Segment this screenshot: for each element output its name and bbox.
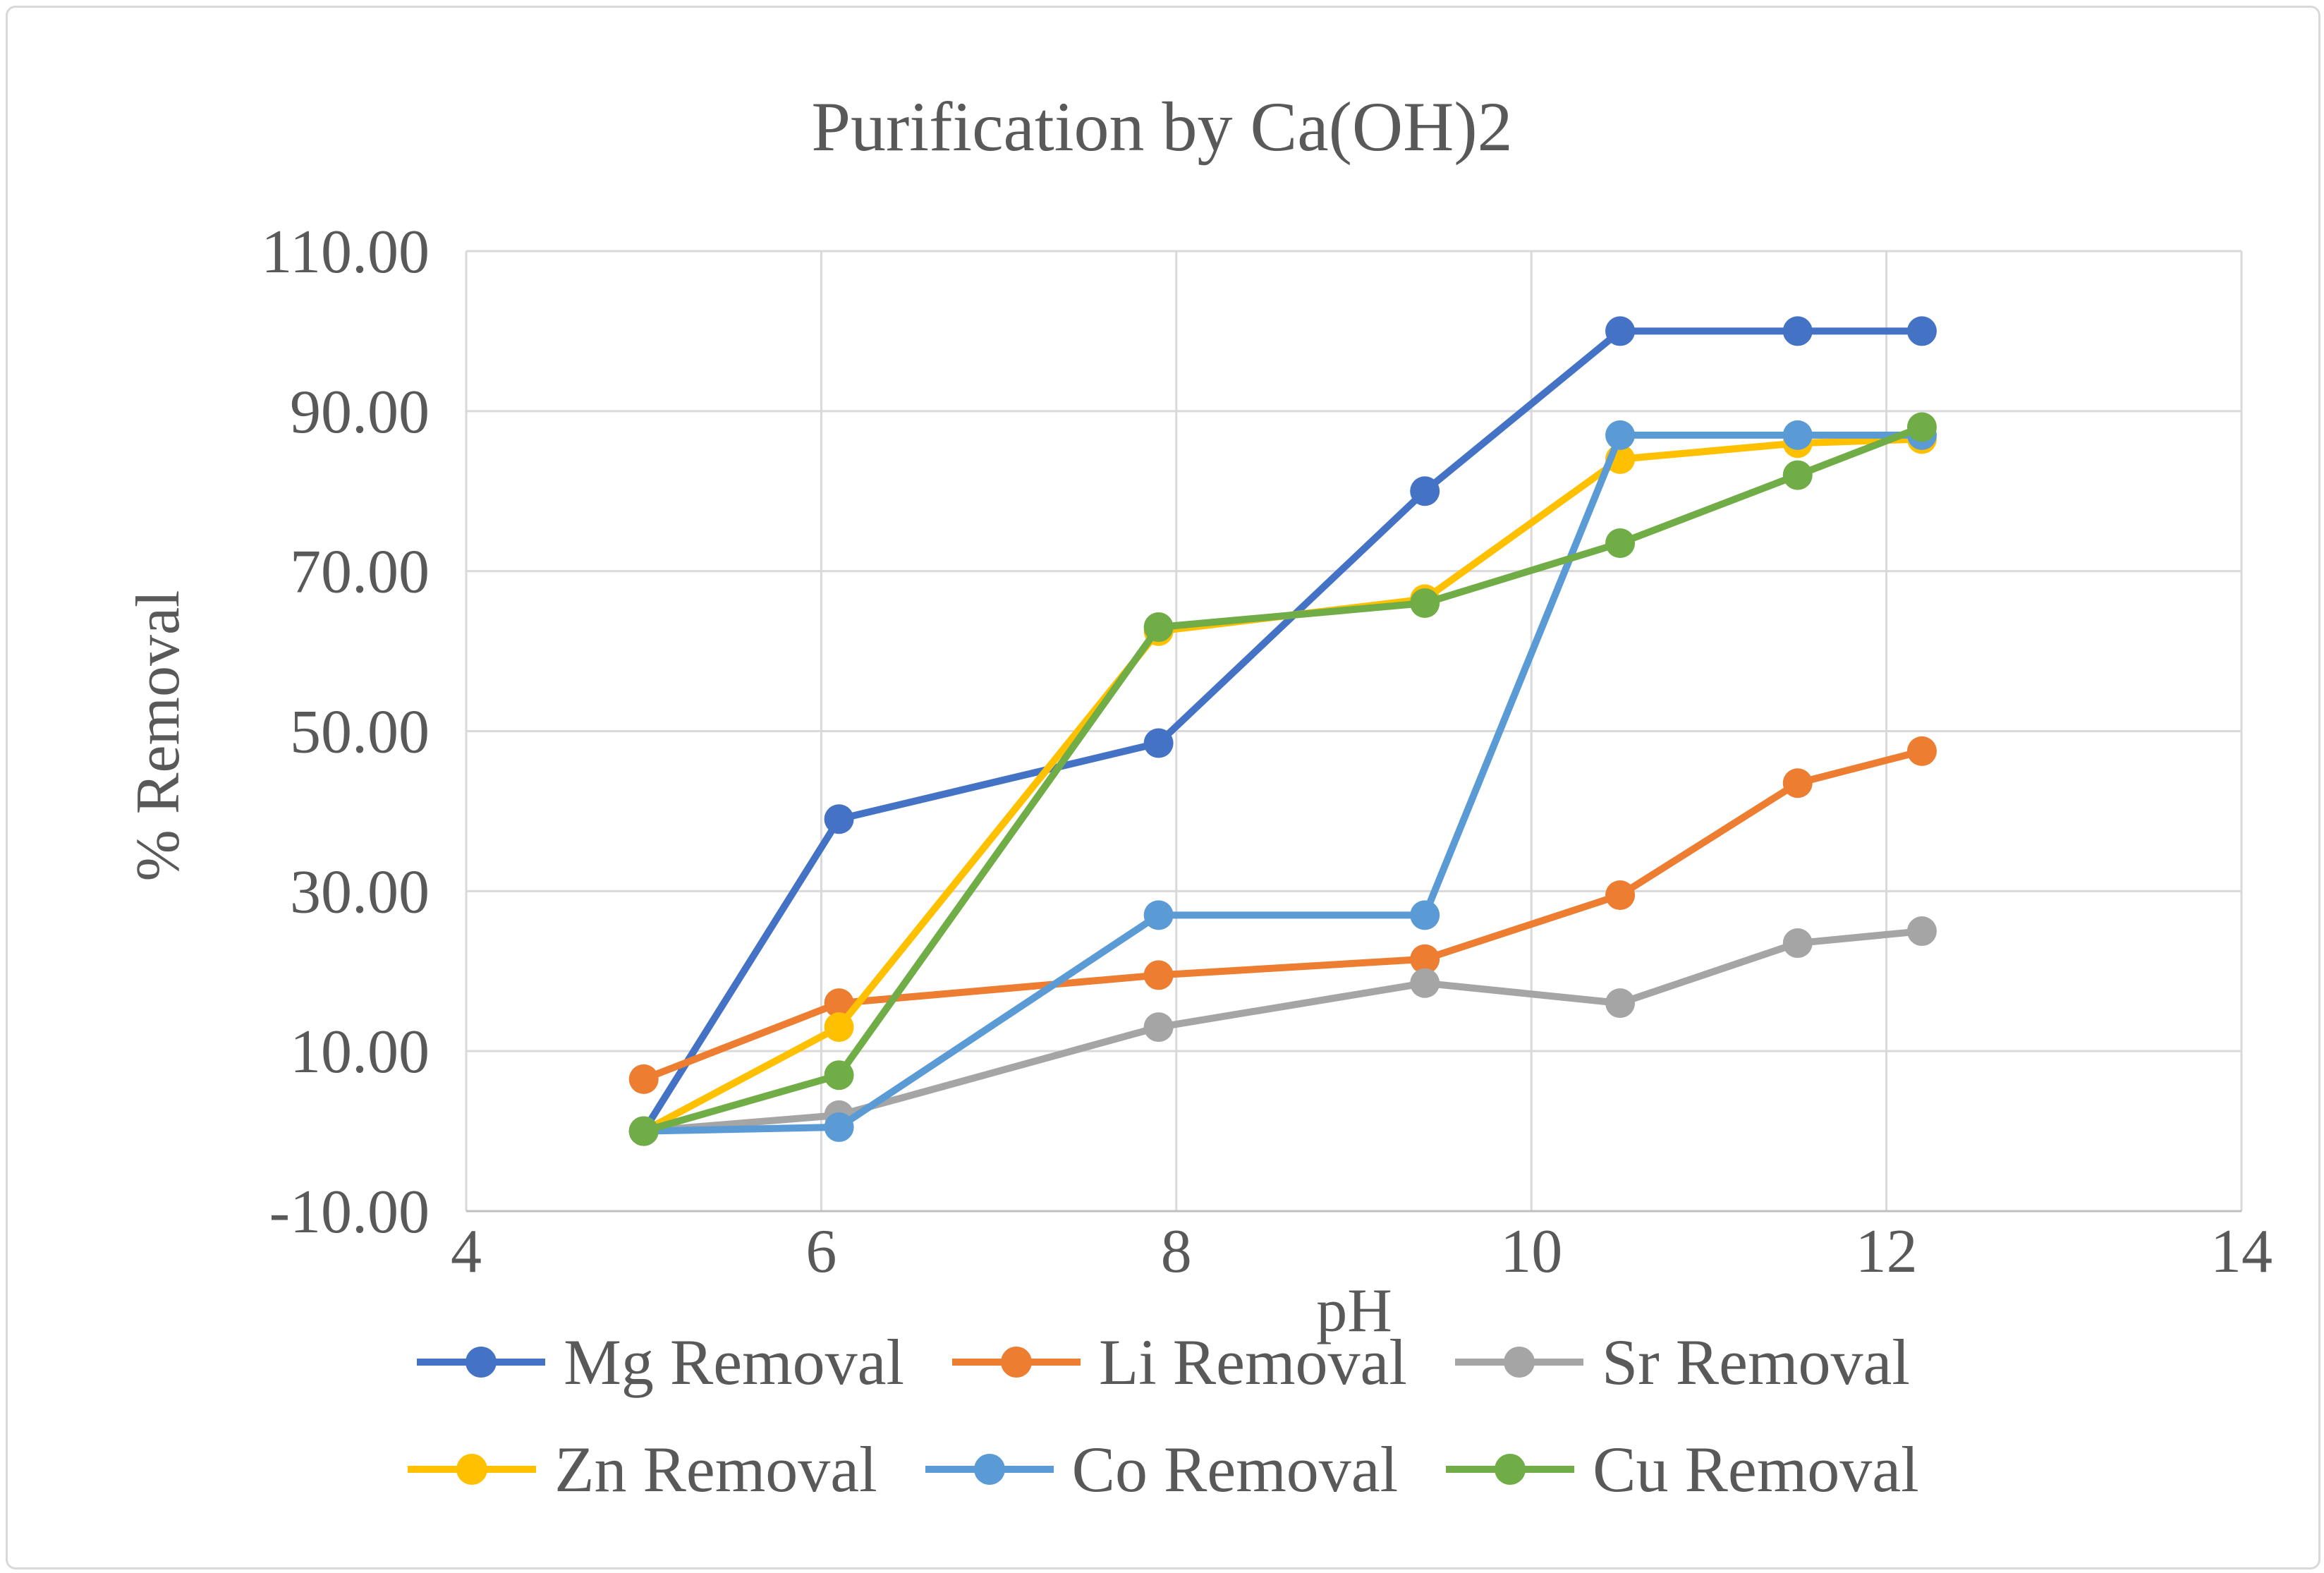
data-point-co xyxy=(1605,420,1636,450)
chart-title: Purification by Ca(OH)2 xyxy=(811,87,1513,166)
data-point-li xyxy=(1906,736,1937,766)
data-point-mg xyxy=(1782,316,1813,346)
legend-marker-icon xyxy=(417,1347,546,1378)
y-tick-label: 70.00 xyxy=(290,538,430,607)
legend-item-zn: Zn Removal xyxy=(405,1432,877,1507)
data-point-mg xyxy=(1143,728,1174,758)
data-point-sr xyxy=(1782,928,1813,959)
data-point-mg xyxy=(824,804,854,834)
legend-marker-icon xyxy=(1446,1454,1575,1485)
data-point-sr xyxy=(1605,988,1636,1019)
legend-marker-icon xyxy=(1454,1347,1583,1378)
data-point-li xyxy=(1782,768,1813,798)
legend-item-sr: Sr Removal xyxy=(1452,1325,1910,1399)
data-point-cu xyxy=(628,1116,659,1146)
x-tick-label: 14 xyxy=(2210,1217,2273,1286)
x-tick-label: 10 xyxy=(1500,1217,1562,1286)
data-point-cu xyxy=(1143,612,1174,643)
y-tick-label: -10.00 xyxy=(269,1178,430,1246)
x-tick-label: 4 xyxy=(451,1217,482,1286)
x-tick-label: 8 xyxy=(1161,1217,1192,1286)
data-point-li xyxy=(628,1064,659,1094)
legend: Mg Removal Li Removal Sr Removal Zn Removal… xyxy=(0,1325,2324,1507)
legend-row: Zn Removal Co Removal Cu Removal xyxy=(405,1432,1919,1507)
data-point-sr xyxy=(1410,968,1440,998)
legend-item-co: Co Removal xyxy=(923,1432,1399,1507)
data-point-co xyxy=(1782,420,1813,450)
legend-item-mg: Mg Removal xyxy=(414,1325,904,1399)
x-axis-title: pH xyxy=(1316,1277,1392,1345)
data-point-sr xyxy=(1906,916,1937,947)
data-point-co xyxy=(1143,900,1174,930)
legend-item-li: Li Removal xyxy=(949,1325,1407,1399)
data-point-zn xyxy=(824,1012,854,1043)
data-point-co xyxy=(824,1112,854,1142)
data-point-cu xyxy=(1605,528,1636,558)
legend-row: Mg Removal Li Removal Sr Removal xyxy=(414,1325,1910,1399)
data-point-mg xyxy=(1906,316,1937,346)
y-tick-label: 110.00 xyxy=(261,218,430,286)
legend-label: Li Removal xyxy=(1099,1326,1407,1398)
data-point-li xyxy=(1605,880,1636,911)
y-tick-label: 50.00 xyxy=(290,698,430,767)
data-point-cu xyxy=(1410,588,1440,619)
data-point-li xyxy=(824,988,854,1019)
data-point-li xyxy=(1143,960,1174,990)
chart-frame xyxy=(6,6,2320,1569)
legend-marker-icon xyxy=(952,1347,1081,1378)
data-point-mg xyxy=(1410,476,1440,506)
data-point-mg xyxy=(1605,316,1636,346)
legend-label: Sr Removal xyxy=(1601,1326,1910,1398)
data-point-co xyxy=(1410,900,1440,930)
data-point-sr xyxy=(1143,1012,1174,1043)
legend-label: Co Removal xyxy=(1071,1433,1399,1505)
legend-label: Cu Removal xyxy=(1593,1433,1919,1505)
legend-marker-icon xyxy=(925,1454,1054,1485)
y-axis-title: % Removal xyxy=(124,590,193,882)
legend-item-cu: Cu Removal xyxy=(1443,1432,1919,1507)
data-point-cu xyxy=(824,1060,854,1091)
data-point-li xyxy=(1410,944,1440,974)
y-tick-label: 90.00 xyxy=(290,378,430,447)
x-tick-label: 6 xyxy=(805,1217,836,1286)
data-point-cu xyxy=(1782,460,1813,490)
y-tick-label: 30.00 xyxy=(290,858,430,926)
y-tick-label: 10.00 xyxy=(290,1018,430,1086)
x-tick-label: 12 xyxy=(1856,1217,1918,1286)
legend-marker-icon xyxy=(408,1454,537,1485)
data-point-cu xyxy=(1906,412,1937,442)
legend-label: Mg Removal xyxy=(564,1326,905,1398)
legend-label: Zn Removal xyxy=(554,1433,877,1505)
